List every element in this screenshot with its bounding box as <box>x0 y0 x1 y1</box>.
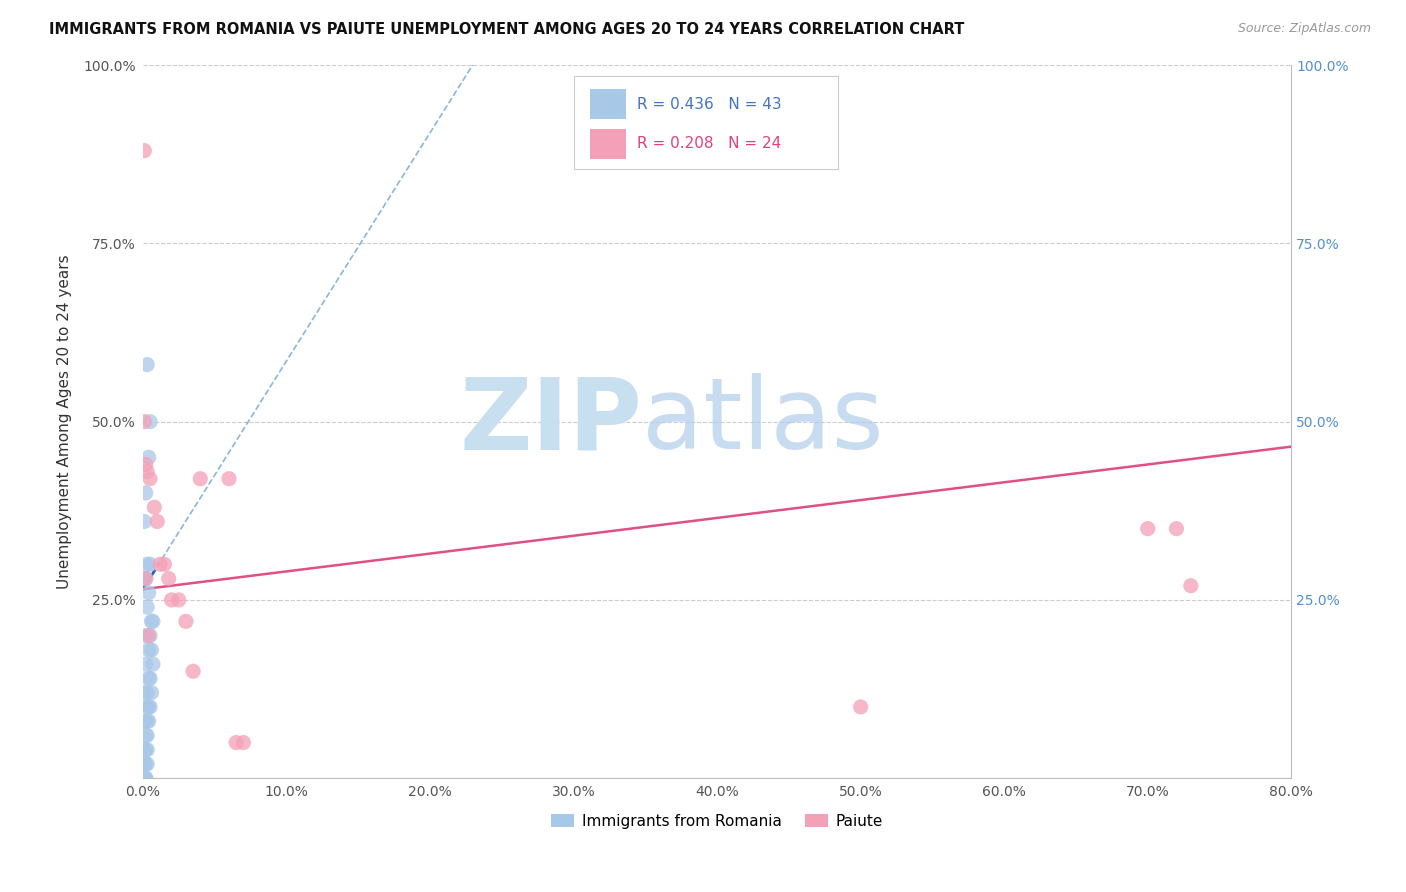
Point <box>135 486 157 500</box>
Point <box>135 742 157 756</box>
Point <box>188 472 211 486</box>
Point <box>138 586 160 600</box>
Point <box>138 672 160 686</box>
Point <box>136 728 159 742</box>
Point <box>225 735 247 749</box>
Point <box>136 714 159 728</box>
Point <box>1166 522 1188 536</box>
Text: IMMIGRANTS FROM ROMANIA VS PAIUTE UNEMPLOYMENT AMONG AGES 20 TO 24 YEARS CORRELA: IMMIGRANTS FROM ROMANIA VS PAIUTE UNEMPL… <box>49 22 965 37</box>
Point <box>141 615 163 629</box>
Point <box>135 771 157 785</box>
Point <box>135 458 157 472</box>
Point <box>134 572 156 586</box>
Point <box>135 771 157 785</box>
Y-axis label: Unemployment Among Ages 20 to 24 years: Unemployment Among Ages 20 to 24 years <box>58 254 72 589</box>
Point <box>135 714 157 728</box>
Point <box>141 686 163 700</box>
FancyBboxPatch shape <box>574 76 838 169</box>
Point <box>138 714 160 728</box>
Point <box>136 558 159 572</box>
Point <box>135 572 157 586</box>
Point <box>138 450 160 465</box>
Point <box>135 728 157 742</box>
FancyBboxPatch shape <box>589 128 626 159</box>
Point <box>139 472 162 486</box>
Point <box>134 515 156 529</box>
Point <box>136 600 159 615</box>
Point <box>1136 522 1159 536</box>
Point <box>181 665 204 679</box>
Point <box>139 700 162 714</box>
Point <box>138 629 160 643</box>
Point <box>142 657 165 672</box>
Text: R = 0.208   N = 24: R = 0.208 N = 24 <box>637 136 780 151</box>
Point <box>139 558 162 572</box>
Point <box>136 686 159 700</box>
Point <box>136 700 159 714</box>
Point <box>139 672 162 686</box>
Text: ZIP: ZIP <box>460 373 643 470</box>
Point <box>136 465 159 479</box>
Point <box>135 572 157 586</box>
Point <box>138 700 160 714</box>
Point <box>134 756 156 771</box>
Point <box>134 771 156 785</box>
Text: atlas: atlas <box>643 373 884 470</box>
Point <box>134 415 156 429</box>
Point <box>149 558 172 572</box>
Point <box>136 756 159 771</box>
Text: R = 0.436   N = 43: R = 0.436 N = 43 <box>637 97 782 112</box>
Point <box>849 700 872 714</box>
Point <box>139 629 162 643</box>
Point <box>134 686 156 700</box>
Point <box>135 629 157 643</box>
Point <box>139 415 162 429</box>
Point <box>134 771 156 785</box>
Point <box>146 515 169 529</box>
Point <box>141 643 163 657</box>
Point <box>160 593 183 607</box>
Legend: Immigrants from Romania, Paiute: Immigrants from Romania, Paiute <box>546 807 889 835</box>
Point <box>135 657 157 672</box>
Text: Source: ZipAtlas.com: Source: ZipAtlas.com <box>1237 22 1371 36</box>
Point <box>143 500 166 515</box>
Point <box>134 144 156 158</box>
Point <box>174 615 197 629</box>
Point <box>136 358 159 372</box>
Point <box>157 572 180 586</box>
Point <box>232 735 254 749</box>
Point <box>135 756 157 771</box>
FancyBboxPatch shape <box>589 89 626 120</box>
Point <box>1180 579 1202 593</box>
Point <box>167 593 190 607</box>
Point <box>134 742 156 756</box>
Point <box>136 742 159 756</box>
Point <box>142 615 165 629</box>
Point <box>138 643 160 657</box>
Point <box>134 771 156 785</box>
Point <box>153 558 176 572</box>
Point <box>218 472 240 486</box>
